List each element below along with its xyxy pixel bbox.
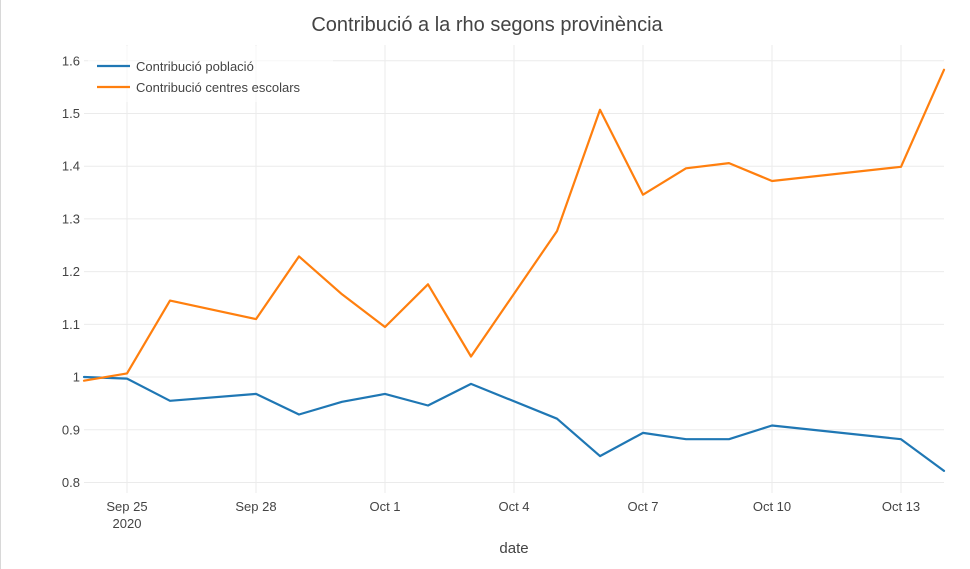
x-tick-label: Oct 10 (753, 499, 791, 514)
chart-title: Contribució a la rho segons provinència (311, 14, 663, 36)
x-tick-label: Oct 4 (498, 499, 529, 514)
legend-label-poblacio: Contribució població (136, 59, 254, 74)
series-line-centres-escolars[interactable] (82, 68, 946, 382)
x-axis-title: date (499, 540, 528, 557)
x-tick-year-label: 2020 (113, 516, 142, 531)
y-tick-label: 1.6 (62, 53, 80, 68)
y-tick-label: 1.2 (62, 264, 80, 279)
y-tick-label: 1.3 (62, 211, 80, 226)
x-tick-label: Oct 13 (882, 499, 920, 514)
legend-item-poblacio[interactable]: Contribució població (97, 59, 254, 74)
window-edge (0, 0, 1, 569)
y-tick-label: 1.5 (62, 106, 80, 121)
y-tick-label: 1.4 (62, 159, 80, 174)
axis-ticks: 0.8 0.9 1 1.1 1.2 1.3 1.4 1.5 1.6 Sep 25 2020 Sep 2… (62, 53, 920, 531)
series-lines (82, 68, 946, 472)
x-tick-label: Sep 28 (235, 499, 276, 514)
y-tick-label: 0.9 (62, 422, 80, 437)
y-tick-label: 1 (73, 370, 80, 385)
series-line-poblacio[interactable] (82, 375, 946, 472)
gridlines (84, 45, 944, 493)
x-tick-label: Oct 1 (369, 499, 400, 514)
y-tick-label: 0.8 (62, 475, 80, 490)
x-tick-label: Sep 25 (106, 499, 147, 514)
x-tick-label: Oct 7 (627, 499, 658, 514)
legend-label-centres-escolars: Contribució centres escolars (136, 80, 301, 95)
legend[interactable]: Contribució població Contribució centres… (88, 46, 333, 102)
y-tick-label: 1.1 (62, 317, 80, 332)
legend-item-centres-escolars[interactable]: Contribució centres escolars (97, 80, 301, 95)
legend-background (88, 46, 333, 102)
